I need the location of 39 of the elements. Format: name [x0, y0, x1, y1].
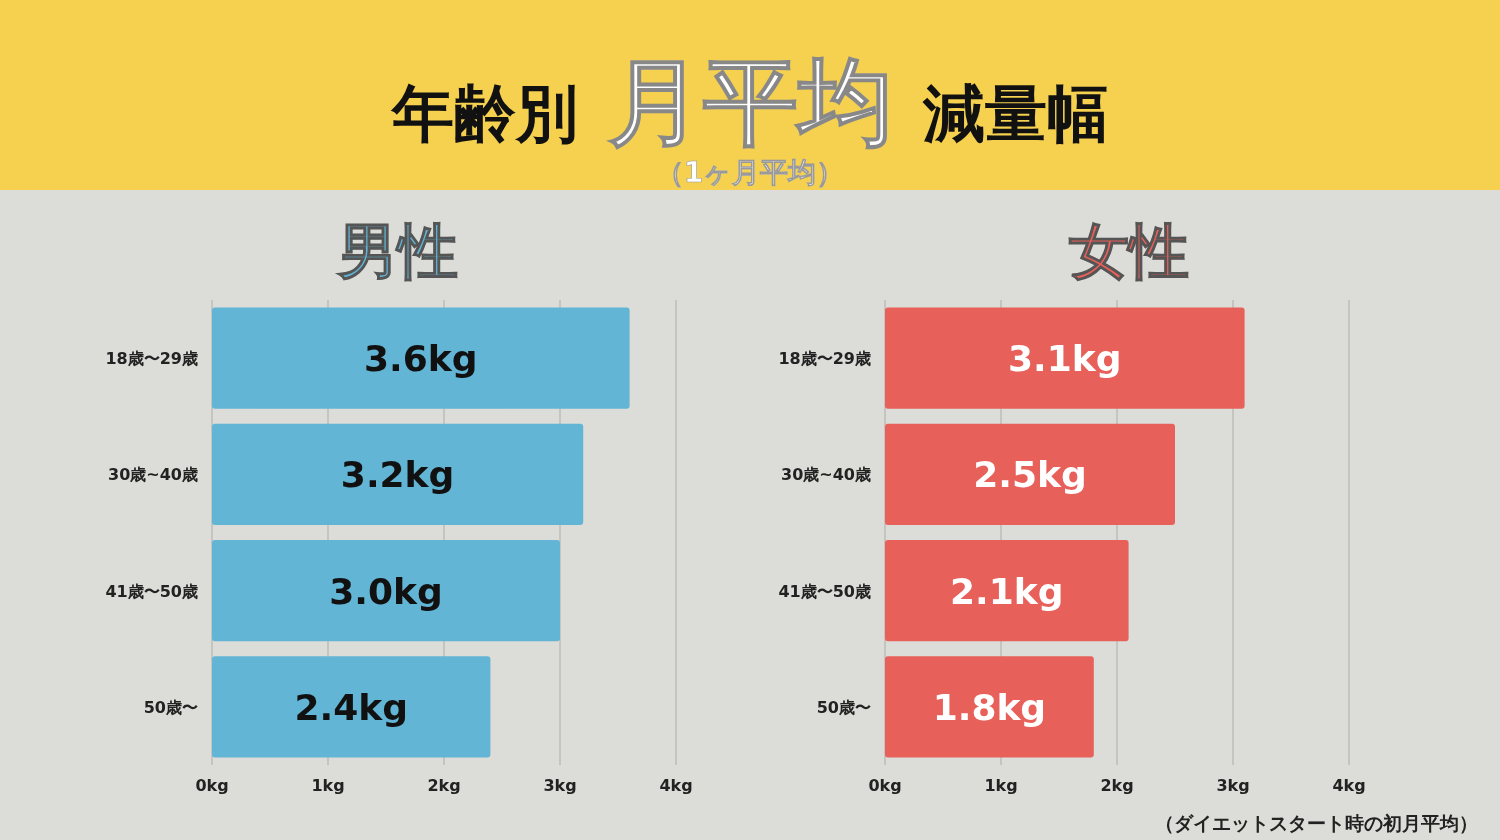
data-label: 2.1kg: [950, 570, 1064, 612]
data-label: 3.6kg: [364, 338, 478, 380]
y-tick-label: 30歳~40歳: [781, 465, 871, 485]
bar: [885, 423, 1175, 525]
x-tick-label: 4kg: [659, 776, 693, 795]
y-tick-label: 41歳〜50歳: [105, 581, 198, 601]
y-tick-label: 50歳〜: [143, 697, 198, 717]
y-tick-label: 41歳〜50歳: [778, 581, 871, 601]
series-label: 男性: [336, 216, 458, 286]
x-tick-label: 4kg: [1332, 776, 1366, 795]
x-tick-label: 0kg: [868, 776, 902, 795]
y-tick-label: 50歳〜: [816, 697, 871, 717]
bar: [212, 307, 630, 409]
data-label: 1.8kg: [932, 686, 1047, 728]
text: （ダイエットスタート時の初月平均）: [1155, 812, 1478, 834]
y-tick-label: 30歳~40歳: [108, 465, 198, 485]
x-tick-label: 3kg: [1216, 776, 1250, 795]
data-label: 2.5kg: [973, 454, 1087, 496]
text: （1ヶ月平均）: [655, 156, 845, 189]
chart-title: 年齢別 月平均 減量幅: [389, 47, 1109, 157]
bar: [885, 307, 1245, 409]
y-tick-label: 18歳〜29歳: [778, 349, 871, 369]
data-label: 3.2kg: [340, 454, 455, 496]
x-tick-label: 0kg: [195, 776, 229, 795]
bar: [885, 656, 1094, 758]
x-tick-label: 2kg: [427, 776, 461, 795]
data-label: 3.1kg: [1008, 338, 1122, 380]
series-label: 女性: [1069, 216, 1189, 286]
x-tick-label: 1kg: [984, 776, 1018, 795]
x-tick-label: 3kg: [543, 776, 577, 795]
data-label: 3.0kg: [329, 570, 443, 612]
data-label: 2.4kg: [294, 686, 408, 728]
bar: [212, 423, 584, 525]
bar: [885, 540, 1129, 642]
bar: [212, 540, 560, 642]
bar: [212, 656, 491, 758]
x-tick-label: 1kg: [311, 776, 345, 795]
x-tick-label: 2kg: [1100, 776, 1134, 795]
y-tick-label: 18歳〜29歳: [105, 349, 198, 369]
